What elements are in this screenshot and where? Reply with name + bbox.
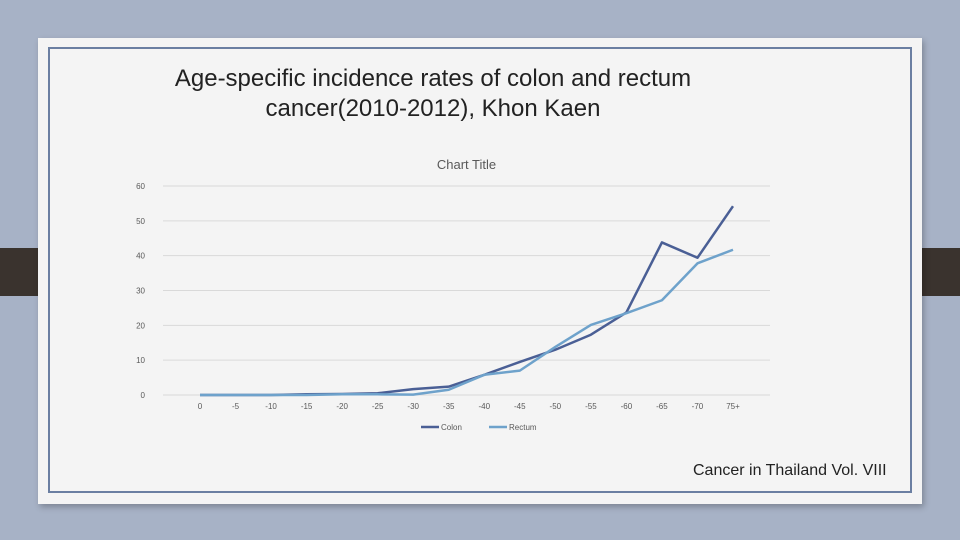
y-tick-label: 20 <box>136 321 145 330</box>
series-line-colon <box>200 205 735 397</box>
x-tick-label: -60 <box>621 402 633 411</box>
x-tick-label: -40 <box>478 402 490 411</box>
legend-label-colon: Colon <box>441 423 462 432</box>
x-tick-label: 75+ <box>726 402 740 411</box>
x-tick-label: -35 <box>443 402 455 411</box>
x-tick-label: 0 <box>198 402 203 411</box>
y-tick-label: 0 <box>141 391 146 400</box>
x-tick-label: -5 <box>232 402 240 411</box>
y-tick-label: 40 <box>136 252 145 261</box>
x-tick-label: -20 <box>336 402 348 411</box>
legend-label-rectum: Rectum <box>509 423 537 432</box>
line-chart: Chart Title 0 10 20 30 40 50 60 0 -5 -10 -15 -20 -25 -… <box>136 157 770 432</box>
x-tick-label: -25 <box>372 402 384 411</box>
x-tick-label: -65 <box>656 402 668 411</box>
chart-title: Chart Title <box>437 157 496 172</box>
x-tick-label: -10 <box>265 402 277 411</box>
series-line-rectum <box>200 248 734 397</box>
y-tick-label: 10 <box>136 356 145 365</box>
slide-title: Age-specific incidence rates of colon an… <box>174 65 692 122</box>
y-tick-label: 30 <box>136 287 145 296</box>
y-tick-label: 60 <box>136 182 145 191</box>
x-tick-label: -15 <box>301 402 313 411</box>
x-tick-label: -55 <box>585 402 597 411</box>
x-tick-label: -45 <box>514 402 526 411</box>
x-tick-label: -30 <box>407 402 419 411</box>
slide: Age-specific incidence rates of colon an… <box>38 38 922 504</box>
y-tick-label: 50 <box>136 217 145 226</box>
x-tick-label: -70 <box>692 402 704 411</box>
x-tick-label: -50 <box>550 402 562 411</box>
slide-frame <box>48 47 912 493</box>
source-citation: Cancer in Thailand Vol. VIII <box>693 462 887 479</box>
